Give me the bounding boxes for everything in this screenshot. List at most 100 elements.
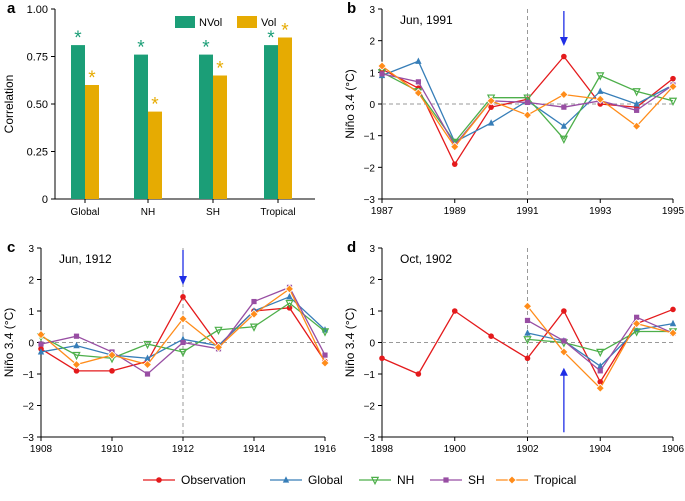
y-tick-label: 2 — [28, 276, 34, 287]
point-global — [597, 362, 604, 369]
point-sh — [322, 352, 328, 358]
y-tick-label: −2 — [364, 402, 376, 413]
x-tick-label: 1900 — [444, 444, 467, 455]
x-tick-label: 1898 — [371, 444, 394, 455]
series-nh — [381, 71, 674, 144]
point-observation — [524, 355, 531, 362]
panel-letter-a: a — [7, 0, 16, 17]
point-global — [487, 119, 495, 126]
bar-nvol — [134, 54, 148, 199]
x-tick-label: NH — [141, 207, 155, 218]
point-sh — [561, 104, 567, 110]
y-tick-label: 0.50 — [27, 99, 48, 111]
significance-star: * — [137, 38, 145, 59]
panel-b: −3 −2 −1 0 1 2 3 1987 1989 1991 1993 1995 Niño 3.4 (… — [343, 5, 685, 217]
point-global — [633, 100, 640, 107]
point-global — [415, 57, 422, 64]
bar-vol — [213, 75, 227, 199]
point-global — [144, 354, 151, 361]
point-global — [37, 348, 45, 355]
point-sh — [597, 368, 603, 374]
point-sh — [38, 341, 44, 347]
point-tropical — [377, 61, 387, 71]
bar-vol — [278, 37, 292, 199]
y-tick-label: −3 — [23, 433, 35, 444]
point-observation — [488, 104, 494, 110]
point-sh — [180, 339, 186, 346]
point-tropical — [213, 342, 224, 352]
legend-label: Vol — [261, 17, 276, 29]
legend-label: NH — [397, 473, 414, 487]
y-tick-label: 0 — [28, 339, 34, 350]
panel-title: Jun, 1991 — [400, 13, 453, 27]
point-tropical — [595, 94, 605, 104]
point-tropical — [107, 350, 117, 360]
panel-letter-b: b — [347, 0, 356, 17]
y-axis-label: Niño 3.4 (°C) — [343, 308, 357, 378]
point-nh — [523, 94, 532, 103]
point-tropical — [668, 82, 678, 92]
bar-nvol — [264, 45, 278, 199]
y-tick-label: 1 — [369, 68, 375, 79]
point-sh — [251, 298, 257, 305]
significance-star: * — [216, 59, 224, 80]
point-global — [286, 293, 293, 300]
point-observation — [451, 308, 458, 314]
point-nh — [668, 97, 678, 106]
panel-a: 0 0.25 0.50 0.75 1.00 Correlation Global * * NH * *… — [2, 4, 315, 218]
point-nh — [559, 135, 569, 144]
x-tick-label: 1908 — [30, 444, 53, 455]
point-sh — [379, 71, 385, 77]
event-arrow-head — [559, 37, 568, 46]
point-tropical — [632, 121, 642, 131]
y-tick-label: 1 — [369, 307, 375, 318]
legend-marker-nh — [370, 476, 380, 486]
point-observation — [670, 75, 676, 82]
y-tick-label: −2 — [364, 163, 376, 174]
point-observation — [109, 368, 115, 374]
panel-letter-d: d — [347, 239, 356, 256]
y-tick-label: 0.75 — [27, 52, 48, 64]
y-axis-label: Niño 3.4 (°C) — [343, 69, 357, 139]
point-nh — [178, 348, 188, 358]
legend-marker-tropical — [507, 475, 517, 485]
point-sh — [634, 107, 640, 113]
x-tick-label: Global — [71, 207, 100, 218]
legend-swatch-vol — [237, 16, 257, 28]
legend-label: Observation — [181, 473, 246, 487]
point-nh — [143, 340, 152, 350]
point-nh — [632, 88, 641, 97]
point-observation — [561, 53, 567, 60]
y-tick-label: −3 — [364, 195, 376, 206]
y-tick-label: −2 — [23, 402, 35, 413]
point-observation — [415, 371, 422, 377]
point-global — [73, 341, 80, 349]
panel-c: −3 −2 −1 0 1 2 3 1908 1910 1912 1914 1916 Niño 3.4 (… — [2, 244, 337, 455]
panel-d: −3 −2 −1 0 1 2 3 1898 1900 1902 1904 1906 Niño 3.4 (… — [343, 244, 685, 455]
point-tropical — [71, 359, 82, 370]
significance-star: * — [151, 95, 159, 116]
x-tick-label: 1991 — [516, 206, 539, 217]
point-nh — [632, 328, 641, 337]
point-tropical — [559, 347, 569, 357]
legend-swatch-nvol — [175, 16, 195, 28]
legend-label: SH — [468, 473, 485, 487]
point-sh — [524, 99, 531, 106]
y-tick-label: 1 — [28, 307, 34, 318]
bar-nvol — [71, 45, 85, 199]
point-tropical — [595, 383, 605, 393]
x-tick-label: 1906 — [662, 444, 685, 455]
point-global — [669, 319, 677, 327]
point-observation — [451, 161, 458, 167]
y-tick-label: 0 — [42, 194, 48, 206]
point-observation — [488, 333, 494, 340]
event-arrow-head — [559, 367, 568, 376]
x-tick-label: 1987 — [371, 206, 394, 217]
point-observation — [561, 308, 567, 314]
y-tick-label: 0.25 — [27, 147, 48, 159]
point-nh — [72, 351, 81, 361]
y-tick-label: −1 — [23, 370, 35, 381]
y-tick-label: 1.00 — [27, 4, 48, 16]
x-tick-label: Tropical — [260, 207, 295, 218]
point-sh — [634, 314, 640, 320]
